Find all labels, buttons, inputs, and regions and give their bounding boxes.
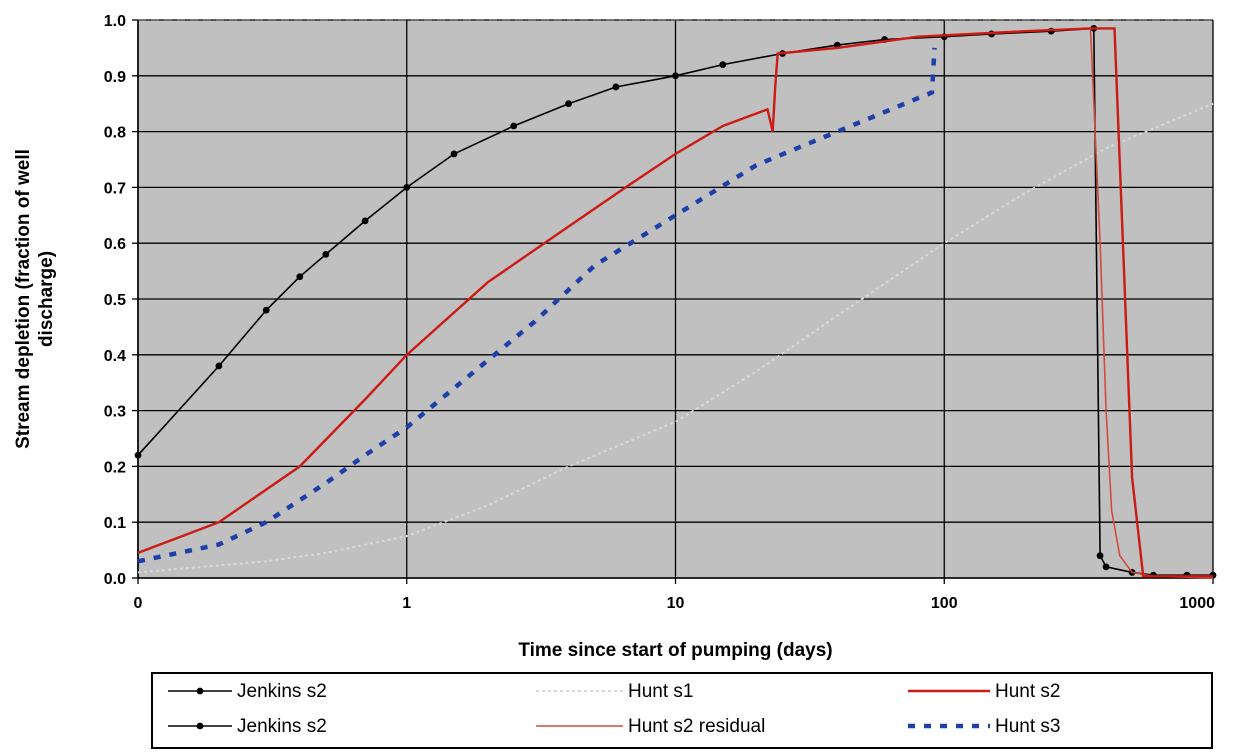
legend: Jenkins s2 Hunt s1 Hunt s2 Jenkins s2 Hunt s… xyxy=(151,672,1213,749)
legend-item: Hunt s2 residual xyxy=(536,716,765,737)
legend-label: Jenkins s2 xyxy=(237,681,327,702)
y-tick-label: 0.5 xyxy=(104,292,126,309)
y-tick-label: 0.1 xyxy=(104,515,126,532)
data-point xyxy=(262,306,270,314)
data-point xyxy=(1102,563,1110,571)
x-axis-title: Time since start of pumping (days) xyxy=(518,640,832,661)
axes xyxy=(132,19,1214,584)
legend-marker xyxy=(196,687,204,695)
series-line xyxy=(137,27,1213,578)
legend-marker xyxy=(196,722,204,730)
legend-item: Hunt s1 xyxy=(536,681,693,702)
legend-label: Jenkins s2 xyxy=(237,716,327,737)
series-layer xyxy=(134,24,1217,579)
series-line xyxy=(137,47,937,564)
y-axis-title: Stream depletion (fraction of well discha… xyxy=(13,149,57,449)
data-point xyxy=(510,122,518,130)
data-point xyxy=(612,83,620,91)
y-axis-title-line: discharge) xyxy=(36,251,57,347)
data-point xyxy=(672,72,679,80)
x-tick-label: 1 xyxy=(402,595,411,612)
legend-box xyxy=(151,672,1213,749)
data-point xyxy=(403,184,411,191)
x-tick-label: 100 xyxy=(931,595,958,612)
legend-item: Hunt s2 xyxy=(908,681,1060,702)
legend-label: Hunt s2 residual xyxy=(628,716,765,737)
series-hunt-s2 xyxy=(137,27,1213,578)
series-hunt-s3 xyxy=(137,47,937,564)
data-point xyxy=(450,150,458,158)
legend-label: Hunt s3 xyxy=(995,716,1060,737)
data-point xyxy=(565,100,572,108)
y-axis-title-line: Stream depletion (fraction of well xyxy=(13,149,34,449)
legend-label: Hunt s1 xyxy=(628,681,693,702)
y-tick-label: 0.3 xyxy=(104,404,126,421)
legend-item: Jenkins s2 xyxy=(168,716,327,737)
y-tick-label: 0.8 xyxy=(104,125,126,142)
series-hunt-s1 xyxy=(137,102,1214,574)
data-point xyxy=(296,273,304,281)
data-point xyxy=(1096,552,1104,560)
legend-item: Jenkins s2 xyxy=(168,681,327,702)
y-tick-label: 0.0 xyxy=(104,571,126,588)
y-tick-label: 1.0 xyxy=(104,13,126,30)
series-jenkins-s2 xyxy=(134,24,1217,579)
y-tick-label: 0.6 xyxy=(104,236,126,253)
legend-item: Hunt s3 xyxy=(908,716,1060,737)
x-tick-label: 1000 xyxy=(1179,595,1215,612)
x-tick-label: 10 xyxy=(667,595,685,612)
data-point xyxy=(215,362,223,370)
y-tick-labels: 0.0 0.1 0.2 0.3 0.4 0.5 0.6 0.7 0.8 0.9 1.0 xyxy=(104,13,126,588)
x-tick-label: 0 xyxy=(134,595,143,612)
legend-label: Hunt s2 xyxy=(995,681,1060,702)
data-point xyxy=(361,217,369,225)
series-line xyxy=(137,102,1214,574)
data-point xyxy=(134,451,142,459)
x-tick-labels: 0 1 10 100 1000 xyxy=(134,595,1216,612)
data-point xyxy=(719,61,727,69)
y-tick-label: 0.4 xyxy=(104,348,126,365)
y-tick-label: 0.9 xyxy=(104,69,126,86)
data-point xyxy=(322,250,330,258)
y-tick-label: 0.7 xyxy=(104,180,126,197)
y-tick-label: 0.2 xyxy=(104,459,126,476)
